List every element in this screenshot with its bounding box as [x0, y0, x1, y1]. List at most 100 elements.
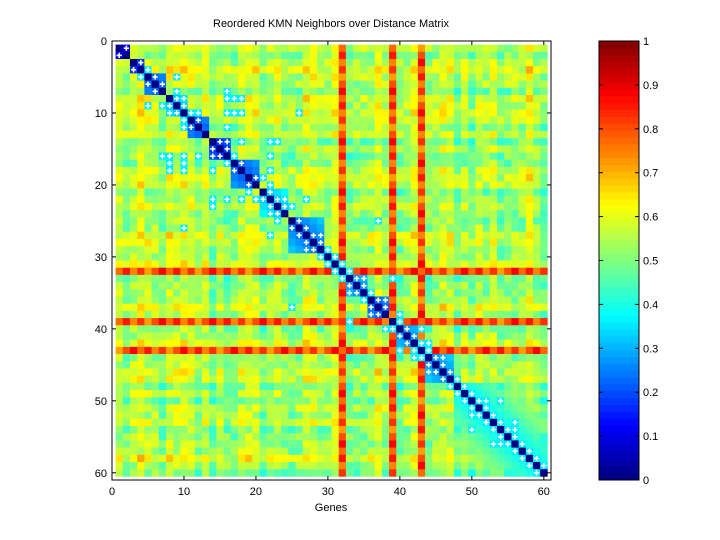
- heatmap-cell: [144, 433, 152, 441]
- heatmap-cell: [360, 73, 368, 81]
- heatmap-cell: [237, 318, 246, 326]
- heatmap-cell: [331, 210, 339, 218]
- heatmap-cell: [345, 397, 354, 405]
- heatmap-cell: [389, 332, 397, 340]
- heatmap-cell: [173, 454, 181, 463]
- heatmap-cell: [482, 80, 491, 89]
- heatmap-cell: [525, 375, 534, 384]
- heatmap-cell: [475, 332, 483, 340]
- heatmap-cell: [504, 368, 512, 376]
- heatmap-cell: [288, 274, 296, 283]
- heatmap-cell: [288, 253, 296, 261]
- heatmap-cell: [223, 51, 232, 60]
- neighbor-marker: [404, 326, 410, 332]
- heatmap-cell: [518, 253, 527, 261]
- heatmap-cell: [497, 138, 505, 146]
- heatmap-cell: [353, 454, 361, 463]
- heatmap-cell: [324, 166, 332, 175]
- heatmap-cell: [259, 382, 268, 391]
- heatmap-cell: [482, 224, 491, 233]
- heatmap-cell: [374, 418, 383, 427]
- heatmap-cell: [122, 238, 131, 247]
- heatmap-cell: [209, 447, 217, 456]
- heatmap-cell: [374, 102, 383, 110]
- x-tick-label: 30: [322, 486, 334, 498]
- neighbor-marker: [498, 441, 504, 447]
- heatmap-cell: [252, 238, 260, 247]
- heatmap-cell: [180, 397, 188, 405]
- heatmap-cell: [475, 253, 483, 261]
- heatmap-cell: [317, 181, 325, 189]
- heatmap-cell: [432, 440, 440, 448]
- heatmap-cell: [158, 87, 167, 96]
- heatmap-cell: [533, 354, 541, 362]
- heatmap-cell: [173, 123, 181, 132]
- heatmap-cell: [331, 282, 339, 290]
- heatmap-cell: [187, 130, 196, 139]
- heatmap-cell: [331, 87, 339, 96]
- heatmap-cell: [165, 130, 174, 139]
- heatmap-cell: [259, 375, 268, 384]
- heatmap-cell: [497, 361, 505, 369]
- heatmap-cell: [338, 440, 347, 448]
- heatmap-cell: [273, 303, 282, 312]
- heatmap-cell: [137, 51, 145, 60]
- heatmap-cell: [540, 274, 548, 283]
- heatmap-cell: [151, 289, 160, 297]
- heatmap-cell: [187, 325, 196, 333]
- heatmap-cell: [511, 469, 519, 477]
- heatmap-cell: [266, 404, 275, 412]
- heatmap-cell: [295, 469, 304, 477]
- heatmap-cell: [381, 361, 390, 369]
- heatmap-cell: [237, 246, 246, 254]
- heatmap-cell: [302, 181, 311, 189]
- heatmap-cell: [302, 375, 311, 384]
- heatmap-cell: [525, 174, 534, 182]
- heatmap-cell: [122, 310, 131, 319]
- heatmap-cell: [482, 109, 491, 117]
- heatmap-cell: [540, 260, 548, 268]
- colorbar-segment: [599, 335, 639, 344]
- heatmap-cell: [245, 58, 253, 67]
- neighbor-marker: [181, 167, 187, 174]
- heatmap-cell: [252, 282, 260, 290]
- heatmap-cell: [180, 44, 188, 53]
- heatmap-cell: [367, 368, 375, 376]
- heatmap-cell: [432, 66, 440, 74]
- heatmap-cell: [194, 296, 203, 304]
- heatmap-cell: [237, 289, 246, 297]
- heatmap-cell: [245, 116, 253, 125]
- heatmap-cell: [230, 138, 239, 146]
- heatmap-cell: [223, 382, 232, 391]
- heatmap-cell: [173, 325, 181, 333]
- heatmap-cell: [288, 433, 296, 441]
- neighbor-marker: [382, 304, 389, 310]
- heatmap-cell: [252, 224, 260, 233]
- heatmap-cell: [201, 332, 210, 340]
- heatmap-cell: [173, 231, 181, 240]
- heatmap-cell: [230, 397, 239, 405]
- heatmap-cell: [151, 94, 160, 103]
- heatmap-cell: [223, 188, 232, 197]
- heatmap-cell: [173, 102, 181, 110]
- heatmap-cell: [259, 202, 268, 211]
- heatmap-cell: [259, 332, 268, 340]
- heatmap-cell: [194, 210, 203, 218]
- colorbar-segment: [599, 301, 639, 309]
- heatmap-cell: [381, 260, 390, 268]
- heatmap-cell: [180, 51, 188, 60]
- heatmap-cell: [446, 303, 455, 312]
- heatmap-cell: [439, 390, 447, 398]
- heatmap-cell: [540, 411, 548, 420]
- heatmap-cell: [180, 361, 188, 369]
- neighbor-marker: [512, 434, 518, 440]
- heatmap-cell: [187, 181, 196, 189]
- heatmap-cell: [439, 102, 447, 110]
- heatmap-cell: [425, 123, 433, 132]
- heatmap-cell: [381, 188, 390, 197]
- heatmap-cell: [122, 181, 131, 189]
- heatmap-cell: [381, 44, 390, 53]
- heatmap-cell: [389, 440, 397, 448]
- heatmap-cell: [245, 145, 253, 153]
- heatmap-cell: [295, 80, 304, 89]
